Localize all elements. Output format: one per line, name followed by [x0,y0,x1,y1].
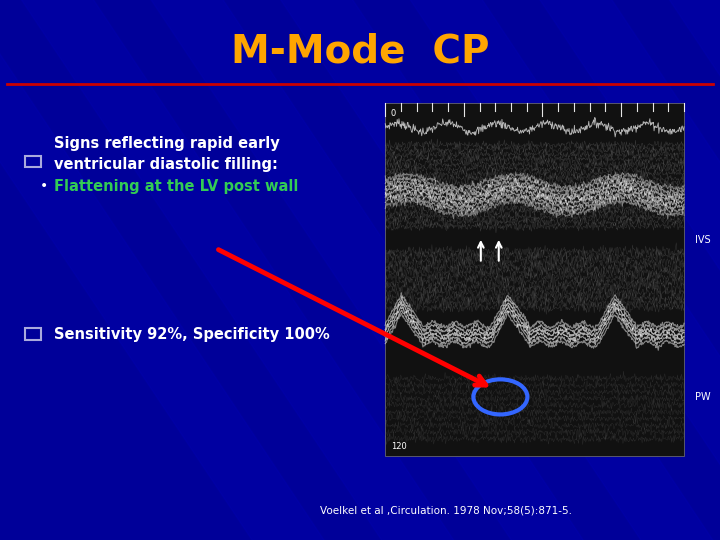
Bar [25,328,41,340]
Text: IVS: IVS [695,235,711,245]
Text: 120: 120 [391,442,407,451]
Text: Voelkel et al ,Circulation. 1978 Nov;58(5):871-5.: Voelkel et al ,Circulation. 1978 Nov;58(… [320,505,572,515]
Text: Flattening at the LV post wall: Flattening at the LV post wall [54,179,298,194]
Polygon shape [374,0,720,540]
Text: 0: 0 [391,109,396,118]
Text: PW: PW [695,392,711,402]
Text: •: • [40,179,48,193]
Polygon shape [634,0,720,540]
Polygon shape [245,0,720,540]
Text: M-Mode  CP: M-Mode CP [230,32,490,70]
Text: Signs reflecting rapid early: Signs reflecting rapid early [54,136,280,151]
Polygon shape [115,0,619,540]
Polygon shape [0,0,490,540]
Text: Sensitivity 92%, Specificity 100%: Sensitivity 92%, Specificity 100% [54,327,330,342]
Bar [385,103,684,456]
Bar [25,156,41,167]
Polygon shape [0,0,360,540]
Text: ventricular diastolic filling:: ventricular diastolic filling: [54,157,278,172]
Polygon shape [504,0,720,540]
